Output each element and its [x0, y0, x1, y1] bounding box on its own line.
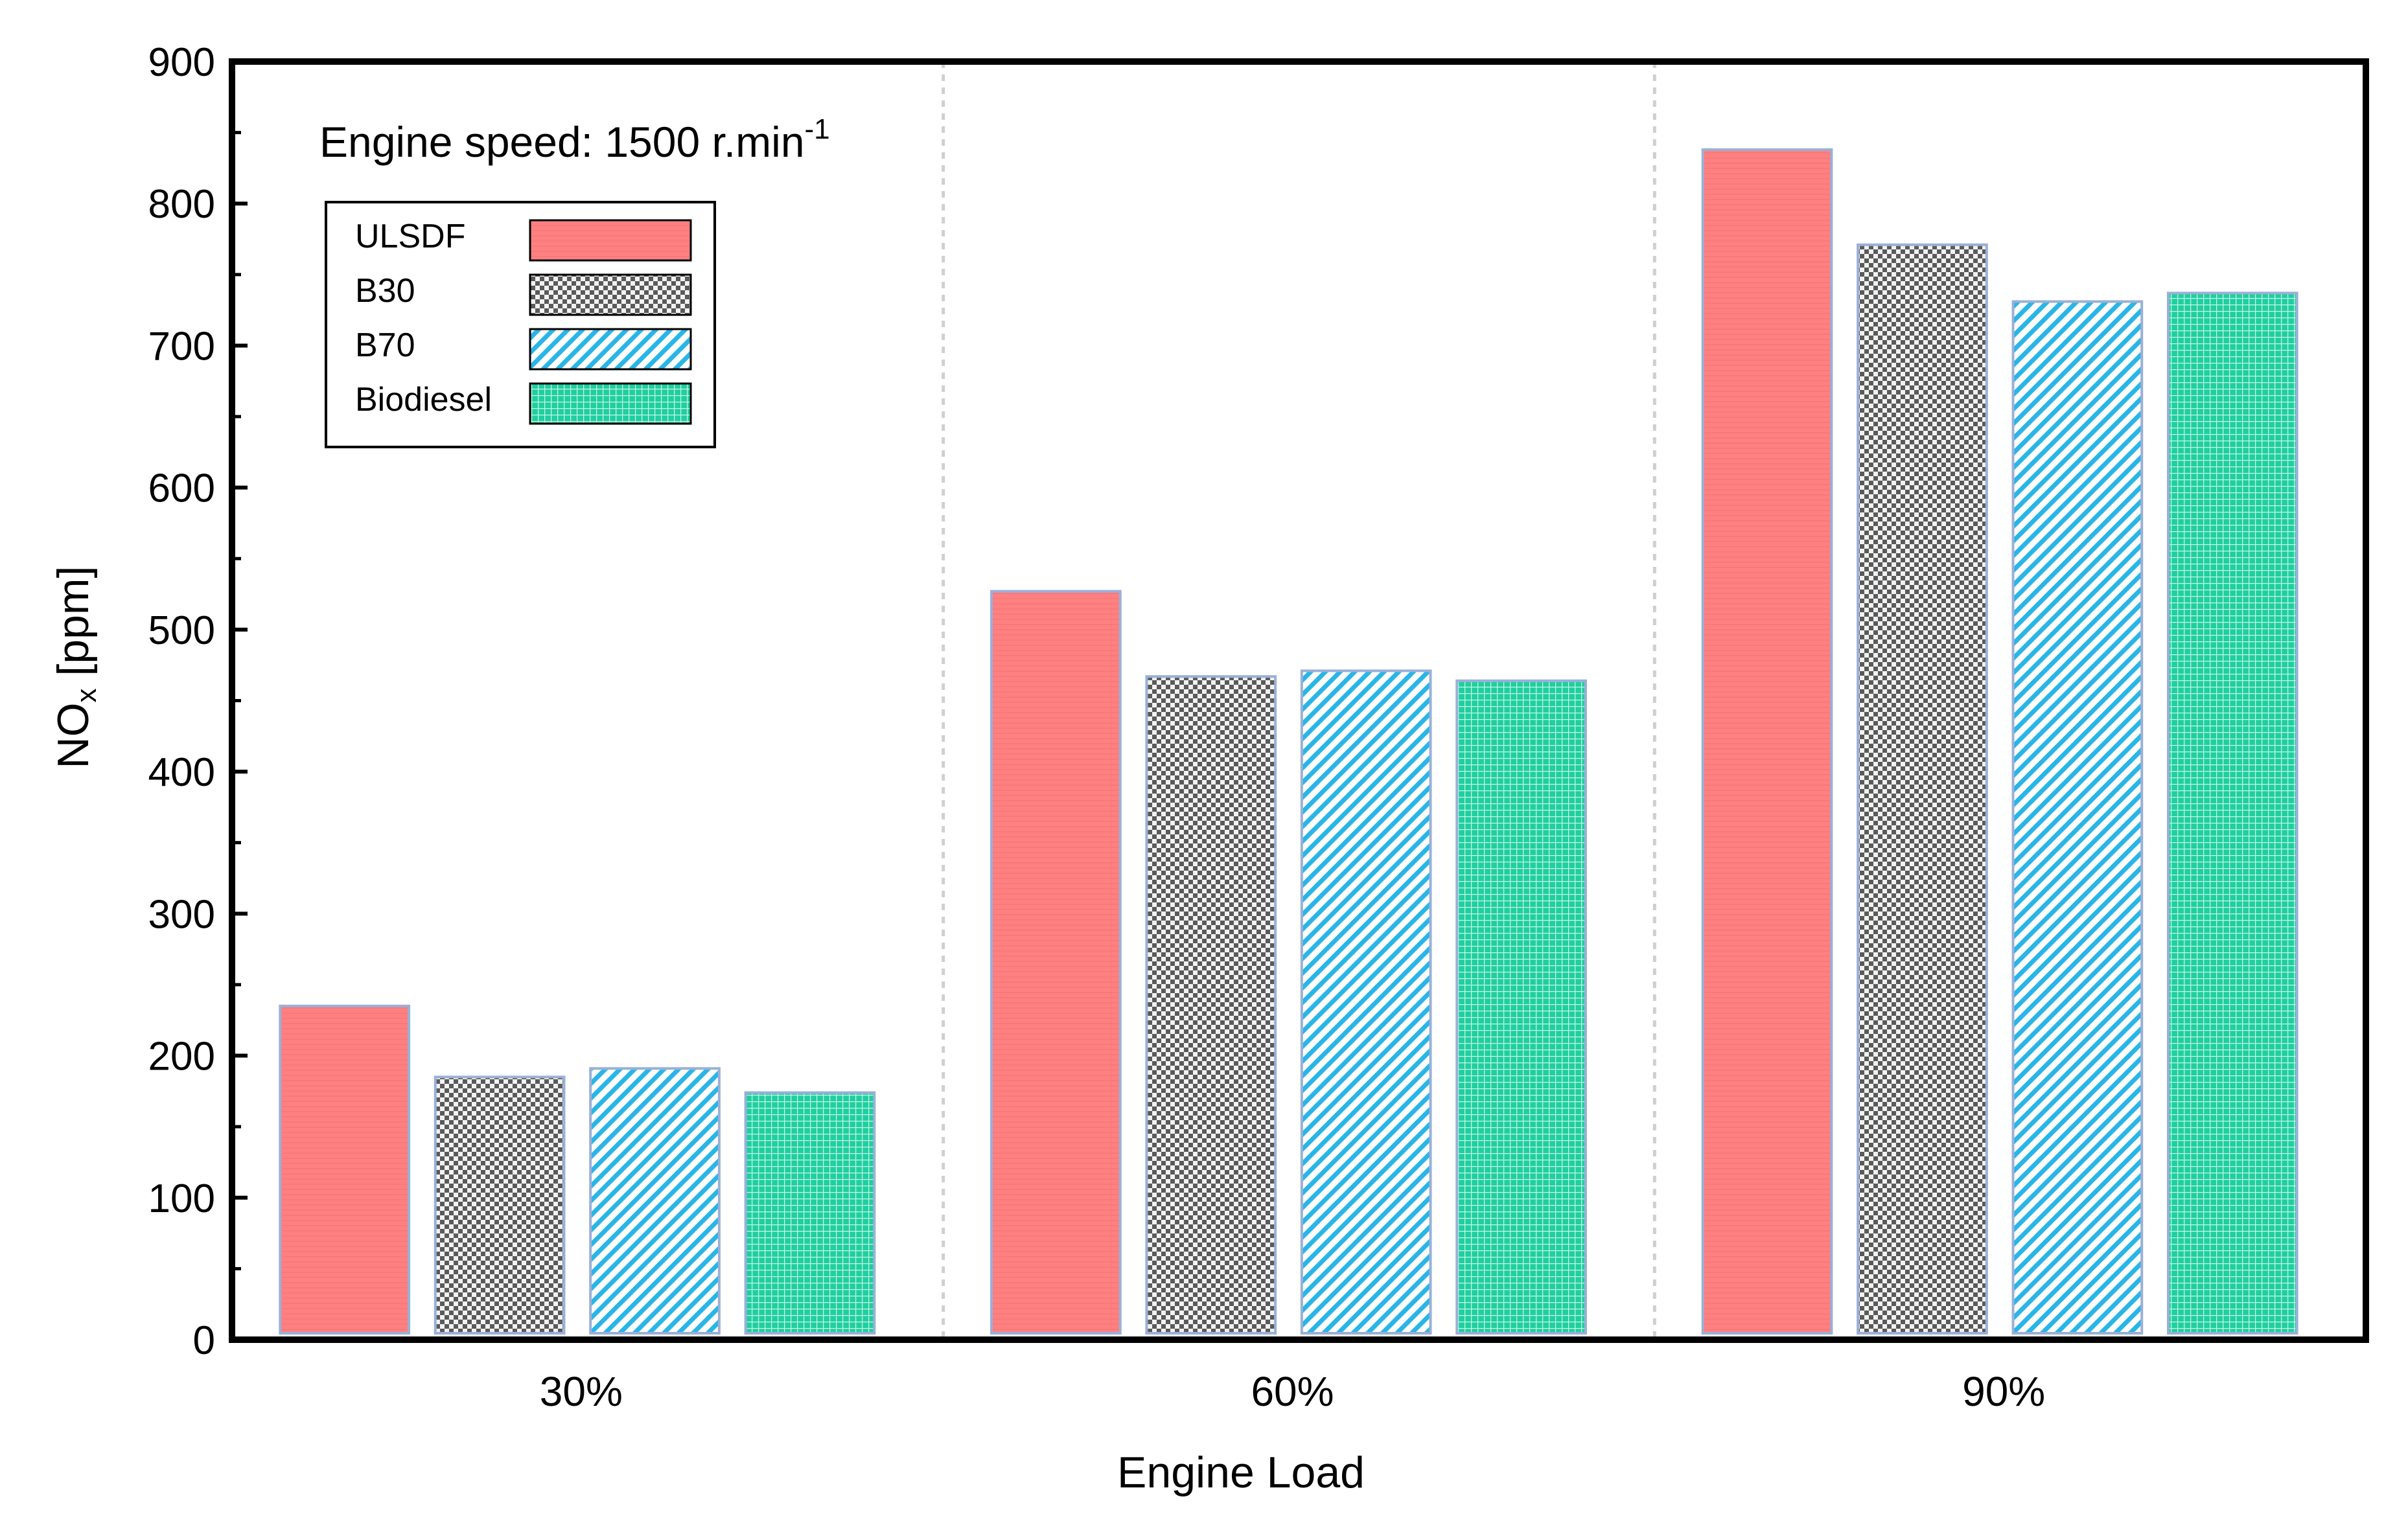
bar-ulsdf-30pct — [279, 1004, 411, 1335]
x-axis-title: Engine Load — [1117, 1448, 1365, 1497]
bar-ulsdf-90pct — [1701, 148, 1833, 1335]
y-axis-title-main: NO — [49, 702, 98, 768]
bar-ulsdf-60pct — [990, 590, 1122, 1335]
y-tick-label: 0 — [193, 1318, 215, 1363]
y-axis-title-unit: [ppm] — [49, 566, 98, 689]
bar-b70-90pct — [2011, 300, 2144, 1335]
bar-b70-30pct — [589, 1067, 721, 1335]
bar-biodiesel-30pct — [744, 1091, 876, 1335]
y-tick-label: 700 — [148, 324, 215, 369]
y-tick-label: 200 — [148, 1035, 215, 1079]
bar-b30-60pct — [1145, 675, 1277, 1335]
legend-swatch-biodiesel — [529, 382, 692, 425]
x-tick-label: 60% — [1251, 1368, 1334, 1415]
y-tick-label: 300 — [148, 892, 215, 937]
engine-speed-annotation: Engine speed: 1500 r.min-1 — [319, 113, 830, 166]
y-tick-label: 400 — [148, 750, 215, 795]
bar-b70-60pct — [1300, 669, 1432, 1335]
legend: ULSDF B30 B70 Biodiesel — [325, 201, 716, 448]
bar-biodiesel-60pct — [1455, 679, 1587, 1335]
legend-label-ulsdf: ULSDF — [355, 218, 465, 255]
x-axis: 30% 60% 90% — [540, 1368, 2045, 1415]
bar-b30-30pct — [434, 1075, 566, 1335]
x-tick-label: 30% — [540, 1368, 623, 1415]
y-tick-label: 500 — [148, 608, 215, 653]
bar-b30-90pct — [1857, 243, 1988, 1335]
group-separators — [942, 62, 1656, 1340]
y-axis-title: NOx [ppm] — [49, 566, 102, 769]
y-tick-label: 100 — [148, 1176, 215, 1221]
legend-label-b30: B30 — [355, 272, 415, 310]
legend-swatch-ulsdf — [529, 219, 692, 262]
legend-label-biodiesel: Biodiesel — [355, 381, 492, 418]
legend-swatch-b30 — [529, 273, 692, 316]
x-tick-label: 90% — [1962, 1368, 2045, 1415]
y-tick-label: 600 — [148, 466, 215, 511]
bars — [279, 148, 2298, 1335]
bar-biodiesel-90pct — [2166, 292, 2298, 1335]
y-axis-title-subscript: x — [71, 688, 102, 702]
y-axis: 0 100 200 300 400 500 600 700 800 900 — [148, 40, 248, 1363]
legend-swatch-b70 — [529, 328, 692, 371]
legend-label-b70: B70 — [355, 327, 415, 364]
annotation-superscript: -1 — [805, 113, 830, 145]
y-tick-label: 900 — [148, 40, 215, 85]
y-tick-label: 800 — [148, 182, 215, 227]
